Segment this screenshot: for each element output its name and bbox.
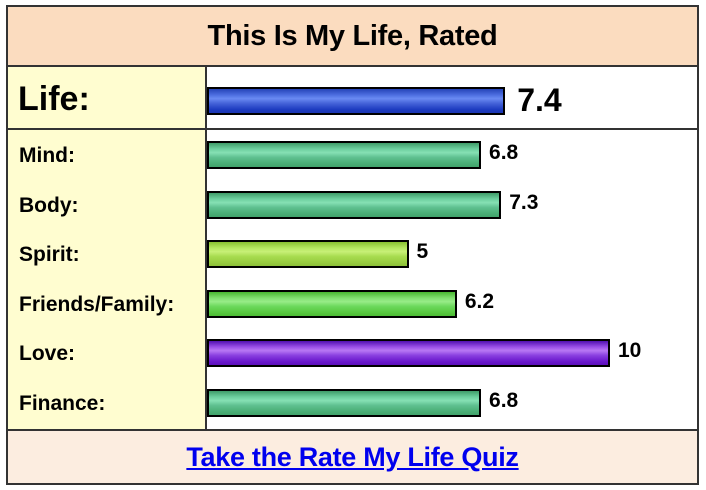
rating-value: 6.8 — [489, 141, 519, 164]
rating-bar — [207, 141, 482, 169]
rating-row-mind: Mind: 6.8 — [8, 132, 697, 182]
label-column — [8, 67, 207, 429]
rating-bar — [207, 339, 610, 367]
card-title: This Is My Life, Rated — [207, 19, 498, 52]
rating-row-friends-family: Friends/Family: 6.2 — [8, 281, 697, 331]
life-value: 7.4 — [517, 82, 562, 118]
rating-label: Body: — [19, 193, 79, 217]
rating-row-finance: Finance: 6.8 — [8, 380, 697, 430]
rating-bar — [207, 190, 502, 219]
card-footer: Take the Rate My Life Quiz — [8, 429, 697, 483]
rating-row-body: Body: 7.3 — [8, 182, 697, 232]
rating-row-love: Love: 10 — [8, 330, 697, 380]
rating-label: Finance: — [19, 391, 106, 415]
rating-label: Spirit: — [19, 243, 80, 266]
take-quiz-link[interactable]: Take the Rate My Life Quiz — [186, 441, 519, 472]
rating-value: 6.8 — [489, 388, 519, 412]
life-rating-card: This Is My Life, Rated Life: 7.4 Mind: 6… — [6, 5, 699, 485]
life-label: Life: — [18, 80, 90, 118]
rating-value: 5 — [416, 240, 429, 263]
rating-value: 7.3 — [509, 190, 539, 214]
rating-value: 6.2 — [464, 289, 495, 313]
life-bar — [207, 87, 506, 115]
rating-value: 10 — [618, 339, 642, 362]
rating-bar — [207, 388, 482, 417]
rating-bar — [207, 289, 457, 318]
rating-label: Friends/Family: — [19, 292, 175, 316]
rating-label: Love: — [19, 342, 76, 365]
rating-label: Mind: — [19, 144, 75, 167]
life-row: Life: 7.4 — [8, 67, 697, 130]
rating-bar — [207, 240, 409, 268]
card-header: This Is My Life, Rated — [8, 7, 697, 67]
rating-row-spirit: Spirit: 5 — [8, 231, 697, 281]
